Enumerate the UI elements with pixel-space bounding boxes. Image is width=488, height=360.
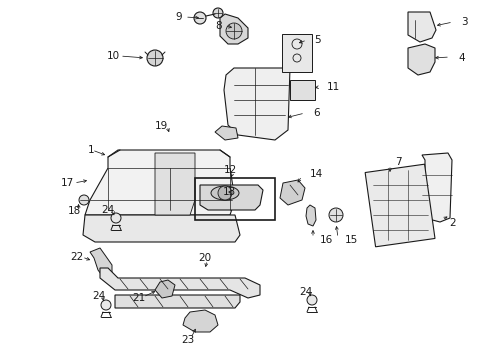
Text: 8: 8 bbox=[215, 21, 221, 31]
Text: 21: 21 bbox=[132, 293, 145, 303]
Bar bbox=[365, 164, 434, 247]
Circle shape bbox=[194, 12, 205, 24]
Circle shape bbox=[306, 295, 316, 305]
Text: 9: 9 bbox=[175, 12, 181, 22]
Polygon shape bbox=[305, 205, 315, 226]
Circle shape bbox=[79, 195, 89, 205]
Circle shape bbox=[225, 23, 242, 39]
Circle shape bbox=[328, 208, 342, 222]
Bar bbox=[289, 80, 314, 100]
Polygon shape bbox=[421, 153, 451, 222]
Text: 13: 13 bbox=[223, 187, 236, 197]
Polygon shape bbox=[200, 185, 263, 210]
Circle shape bbox=[218, 186, 231, 200]
Polygon shape bbox=[407, 44, 434, 75]
Text: 24: 24 bbox=[298, 287, 312, 297]
Text: 23: 23 bbox=[181, 335, 194, 345]
Text: 7: 7 bbox=[394, 157, 401, 167]
Text: 24: 24 bbox=[101, 205, 114, 215]
Text: 16: 16 bbox=[319, 235, 332, 245]
Text: 24: 24 bbox=[92, 291, 105, 301]
Text: 15: 15 bbox=[345, 235, 358, 245]
Polygon shape bbox=[183, 310, 218, 332]
Polygon shape bbox=[280, 180, 305, 205]
Polygon shape bbox=[100, 268, 260, 298]
Text: 3: 3 bbox=[460, 17, 467, 27]
Polygon shape bbox=[155, 280, 175, 298]
Polygon shape bbox=[115, 295, 240, 308]
Text: 18: 18 bbox=[68, 206, 81, 216]
Text: 14: 14 bbox=[309, 169, 323, 179]
Polygon shape bbox=[155, 153, 195, 215]
Circle shape bbox=[213, 8, 223, 18]
Text: 4: 4 bbox=[457, 53, 464, 63]
Text: 10: 10 bbox=[107, 51, 120, 61]
Text: 17: 17 bbox=[61, 178, 74, 188]
Ellipse shape bbox=[210, 186, 239, 200]
Polygon shape bbox=[83, 215, 240, 242]
Text: 2: 2 bbox=[448, 218, 455, 228]
Bar bbox=[282, 34, 311, 72]
Text: 5: 5 bbox=[313, 35, 320, 45]
Text: 1: 1 bbox=[88, 145, 95, 155]
Polygon shape bbox=[90, 248, 112, 278]
Text: 19: 19 bbox=[155, 121, 168, 131]
Circle shape bbox=[101, 300, 111, 310]
Bar bbox=[195, 178, 274, 220]
Polygon shape bbox=[215, 126, 238, 140]
Polygon shape bbox=[220, 14, 247, 44]
Text: 12: 12 bbox=[224, 165, 237, 175]
Text: 22: 22 bbox=[70, 252, 83, 262]
Text: 20: 20 bbox=[198, 253, 211, 263]
Polygon shape bbox=[85, 150, 235, 215]
Polygon shape bbox=[407, 12, 435, 42]
Polygon shape bbox=[224, 68, 289, 140]
Circle shape bbox=[147, 50, 163, 66]
Text: 6: 6 bbox=[312, 108, 319, 118]
Circle shape bbox=[111, 213, 121, 223]
Text: 11: 11 bbox=[326, 82, 340, 92]
